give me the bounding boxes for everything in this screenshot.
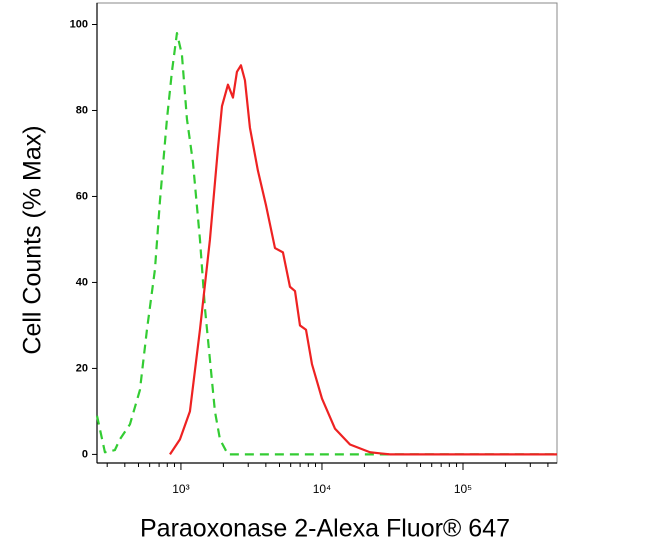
y-tick-label: 0 (82, 448, 88, 460)
series-line (95, 31, 557, 456)
y-axis-title: Cell Counts (% Max) (19, 125, 47, 354)
y-tick-label: 80 (76, 104, 88, 116)
x-tick-label: 10⁵ (454, 482, 472, 496)
series-line (169, 64, 557, 456)
y-tick-label: 100 (70, 18, 88, 30)
x-axis-title: Paraoxonase 2-Alexa Fluor® 647 (140, 515, 510, 543)
y-tick-label: 40 (76, 276, 88, 288)
x-tick-label: 10³ (172, 482, 189, 496)
y-tick-label: 60 (76, 190, 88, 202)
y-tick-label: 20 (76, 362, 88, 374)
plot-frame (96, 2, 558, 464)
x-tick-label: 10⁴ (313, 482, 332, 496)
